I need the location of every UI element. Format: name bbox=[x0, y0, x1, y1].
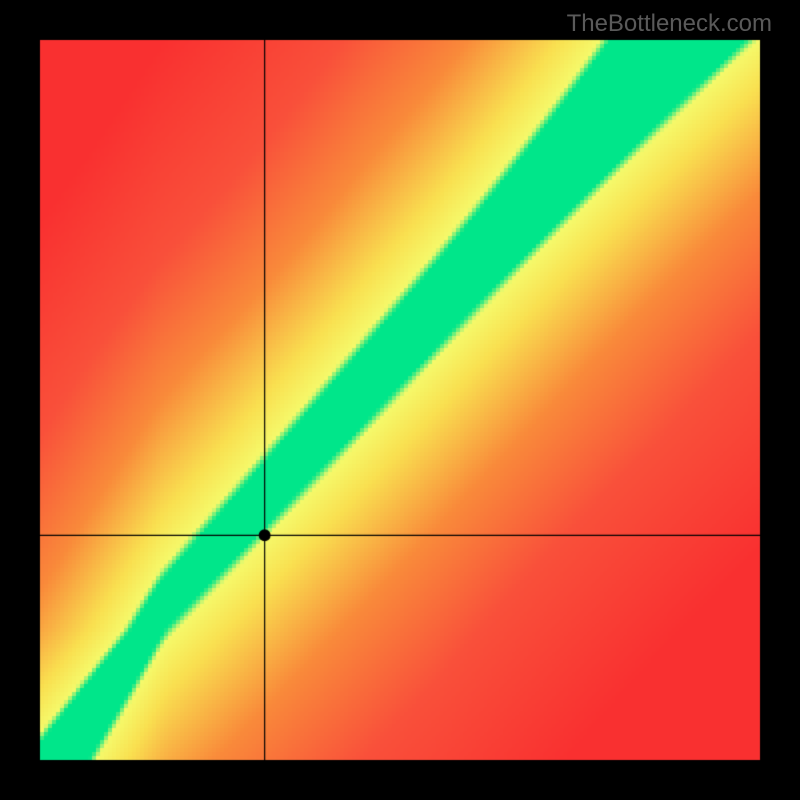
bottleneck-heatmap bbox=[0, 0, 800, 800]
watermark-label: TheBottleneck.com bbox=[567, 10, 772, 38]
